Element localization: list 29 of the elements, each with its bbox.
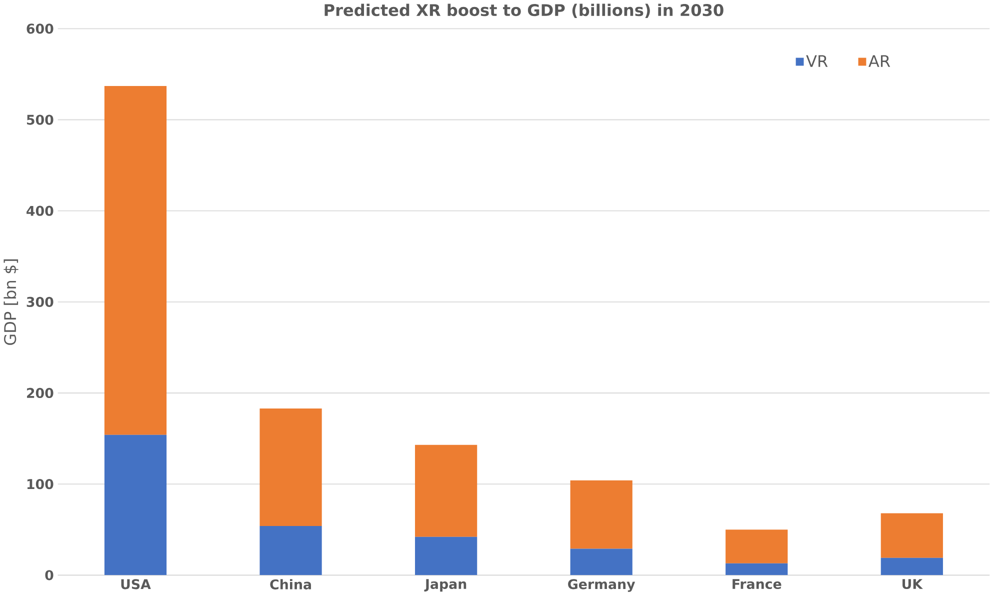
bar [726, 530, 788, 564]
bar [260, 408, 322, 526]
bar [570, 480, 632, 549]
x-tick-label: USA [121, 579, 151, 590]
y-tick-label: 300 [26, 297, 54, 308]
y-tick-label: 0 [45, 570, 54, 580]
bar [104, 86, 167, 436]
legend-label: VR [806, 55, 828, 68]
bar [414, 445, 478, 538]
chart-title: Predicted XR boost to GDP (billions) in 2030 [324, 4, 724, 18]
y-tick-label: 400 [26, 206, 54, 216]
x-tick-label: Japan [424, 579, 466, 592]
x-tick-label: UK [902, 579, 923, 590]
bar [260, 526, 322, 576]
y-tick-label: 500 [26, 114, 54, 125]
x-tick-label: France [732, 579, 782, 590]
bar [104, 435, 167, 576]
legend-label: AR [868, 55, 890, 68]
y-tick-label: 100 [27, 479, 54, 490]
x-tick-label: Germany [568, 579, 636, 592]
bar [726, 563, 788, 576]
bar [880, 558, 943, 576]
bar [570, 548, 632, 576]
bar [880, 513, 943, 558]
y-axis-title: GDP [bn $] [4, 260, 18, 346]
y-tick-label: 200 [27, 388, 54, 398]
y-tick-label: 600 [26, 24, 54, 34]
bar [414, 537, 478, 576]
x-tick-label: China [270, 579, 311, 590]
